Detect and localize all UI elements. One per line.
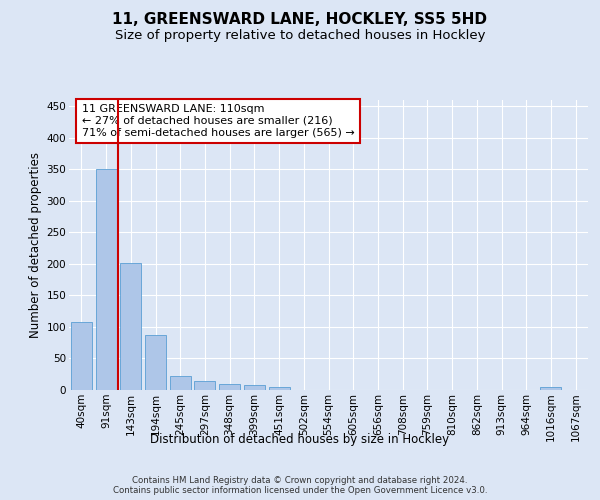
Y-axis label: Number of detached properties: Number of detached properties <box>29 152 43 338</box>
Text: Contains HM Land Registry data © Crown copyright and database right 2024.
Contai: Contains HM Land Registry data © Crown c… <box>113 476 487 495</box>
Text: 11 GREENSWARD LANE: 110sqm
← 27% of detached houses are smaller (216)
71% of sem: 11 GREENSWARD LANE: 110sqm ← 27% of deta… <box>82 104 355 138</box>
Bar <box>541 388 562 390</box>
Bar <box>71 322 92 390</box>
Bar <box>95 170 116 390</box>
Bar <box>194 380 215 390</box>
Text: 11, GREENSWARD LANE, HOCKLEY, SS5 5HD: 11, GREENSWARD LANE, HOCKLEY, SS5 5HD <box>113 12 487 28</box>
Bar <box>170 376 191 390</box>
Bar <box>120 262 141 390</box>
Text: Distribution of detached houses by size in Hockley: Distribution of detached houses by size … <box>151 432 449 446</box>
Bar <box>145 334 166 390</box>
Bar <box>269 388 290 390</box>
Bar <box>244 385 265 390</box>
Bar <box>219 384 240 390</box>
Text: Size of property relative to detached houses in Hockley: Size of property relative to detached ho… <box>115 29 485 42</box>
